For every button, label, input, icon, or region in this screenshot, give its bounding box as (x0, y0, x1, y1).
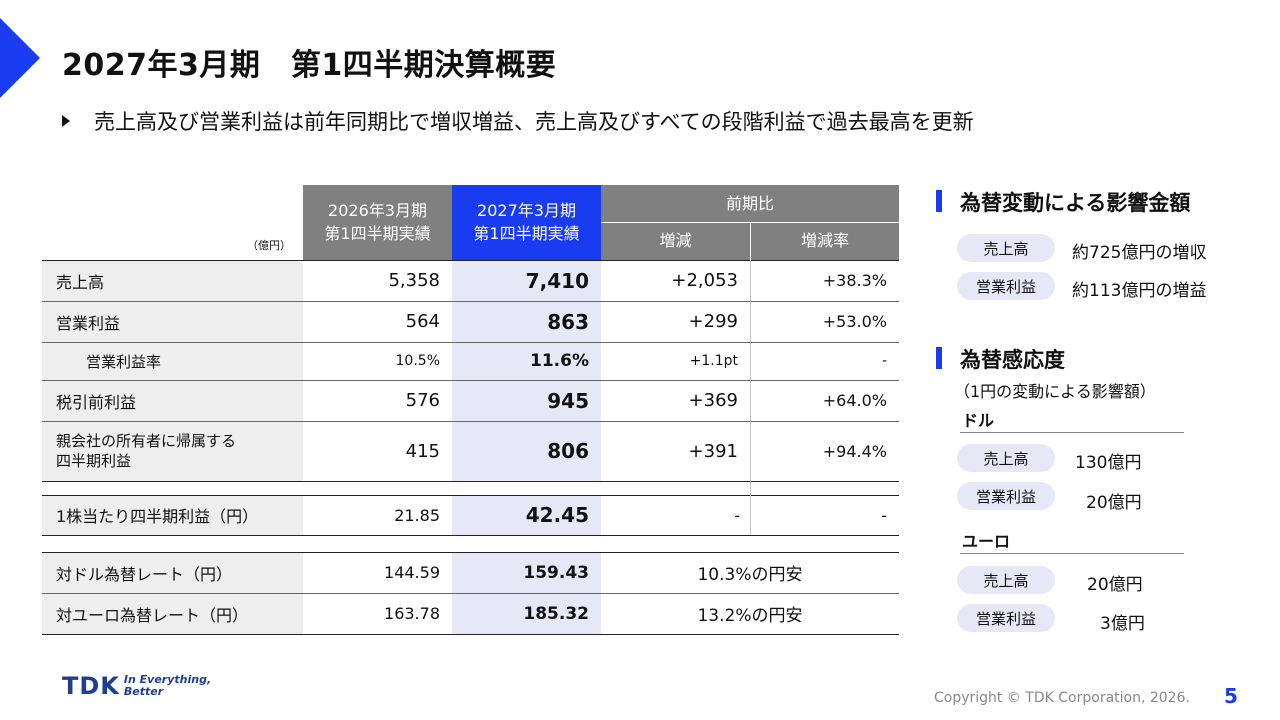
pill-operating-profit: 営業利益 (957, 604, 1055, 632)
row-label-operating-profit: 営業利益 (42, 301, 303, 342)
fx-impact-sales-value: 約725億円の増収 (1072, 243, 1207, 263)
cell-prev: 564 (405, 311, 440, 332)
corner-accent (0, 18, 40, 98)
row-label-pretax-profit: 税引前利益 (42, 380, 303, 421)
cell-curr: 159.43 (452, 552, 601, 593)
section-marker (936, 190, 942, 212)
cell-rate: +53.0% (822, 312, 887, 331)
col-header-prev: 2026年3月期 第1四半期実績 (303, 185, 452, 260)
cell-diff: +391 (688, 440, 738, 462)
row-label-usd-rate: 対ドル為替レート（円） (42, 552, 303, 593)
cell-curr: 945 (452, 380, 601, 421)
col-header-comparison: 前期比 (601, 185, 899, 223)
row-label-net-profit: 親会社の所有者に帰属する 四半期利益 (42, 421, 303, 481)
page-title: 2027年3月期 第1四半期決算概要 (62, 48, 557, 83)
summary-text: 売上高及び営業利益は前年同期比で増収増益、売上高及びすべての段階利益で過去最高を… (94, 110, 974, 134)
col-header-rate: 増減率 (750, 223, 899, 260)
tagline-line2: Better (123, 685, 164, 698)
eur-underline (960, 553, 1184, 554)
cell-prev: 10.5% (395, 353, 440, 369)
cell-curr: 185.32 (452, 593, 601, 634)
cell-diff: +299 (688, 311, 738, 332)
cell-prev: 163.78 (384, 604, 440, 623)
cell-diff: +2,053 (671, 270, 738, 291)
cell-rate: +38.3% (822, 271, 887, 290)
section-marker (936, 347, 942, 369)
eur-op-value: 3億円 (1100, 614, 1145, 634)
cell-rate: +94.4% (822, 441, 887, 461)
cell-curr: 7,410 (452, 260, 601, 301)
fx-sensitivity-note: （1円の変動による影響額） (954, 382, 1156, 401)
pill-operating-profit: 営業利益 (957, 482, 1055, 510)
row-label-sales: 売上高 (42, 260, 303, 301)
fx-impact-title: 為替変動による影響金額 (960, 191, 1191, 215)
cell-rate: - (881, 353, 887, 369)
col-header-curr: 2027年3月期 第1四半期実績 (452, 185, 601, 260)
usd-underline (960, 432, 1184, 433)
cell-diff: +369 (688, 390, 738, 411)
cell-comparison: 10.3%の円安 (697, 565, 803, 585)
unit-label: （億円） (247, 239, 291, 252)
fx-sensitivity-title: 為替感応度 (960, 348, 1065, 372)
pill-sales: 売上高 (957, 444, 1055, 472)
pill-operating-profit: 営業利益 (957, 272, 1055, 300)
cell-prev: 5,358 (388, 270, 440, 291)
cell-curr: 863 (452, 301, 601, 342)
tdk-logo: TDK In Everything, Better (62, 672, 211, 700)
cell-prev: 144.59 (384, 563, 440, 582)
logo-tagline: In Everything, Better (124, 674, 211, 697)
cell-diff: - (734, 505, 740, 525)
tagline-line1: In Everything, (123, 673, 212, 687)
page-number: 5 (1224, 684, 1238, 708)
row-label-operating-margin: 営業利益率 (42, 342, 303, 380)
usd-label: ドル (962, 411, 995, 430)
cell-rate: - (881, 505, 887, 525)
eur-sales-value: 20億円 (1087, 575, 1143, 595)
pill-sales: 売上高 (957, 566, 1055, 594)
cell-prev: 576 (405, 390, 440, 411)
usd-sales-value: 130億円 (1075, 453, 1142, 473)
logo-mark: TDK (62, 672, 120, 700)
row-label-eur-rate: 対ユーロ為替レート（円） (42, 593, 303, 634)
cell-rate: +64.0% (822, 391, 887, 410)
cell-curr: 806 (452, 421, 601, 481)
summary-bullet: 売上高及び営業利益は前年同期比で増収増益、売上高及びすべての段階利益で過去最高を… (62, 106, 974, 136)
row-label-eps: 1株当たり四半期利益（円） (42, 495, 303, 535)
fx-impact-op-value: 約113億円の増益 (1072, 281, 1207, 301)
cell-curr: 11.6% (452, 342, 601, 380)
eur-label: ユーロ (962, 532, 1011, 551)
col-header-diff: 増減 (601, 223, 750, 260)
usd-op-value: 20億円 (1086, 493, 1142, 513)
cell-prev: 415 (405, 440, 440, 462)
bullet-triangle-icon (62, 115, 70, 127)
copyright: Copyright © TDK Corporation, 2026. (934, 690, 1190, 706)
cell-curr: 42.45 (452, 495, 601, 535)
pill-sales: 売上高 (957, 234, 1055, 262)
cell-prev: 21.85 (394, 505, 440, 525)
cell-diff: +1.1pt (689, 353, 738, 369)
cell-comparison: 13.2%の円安 (697, 606, 803, 626)
